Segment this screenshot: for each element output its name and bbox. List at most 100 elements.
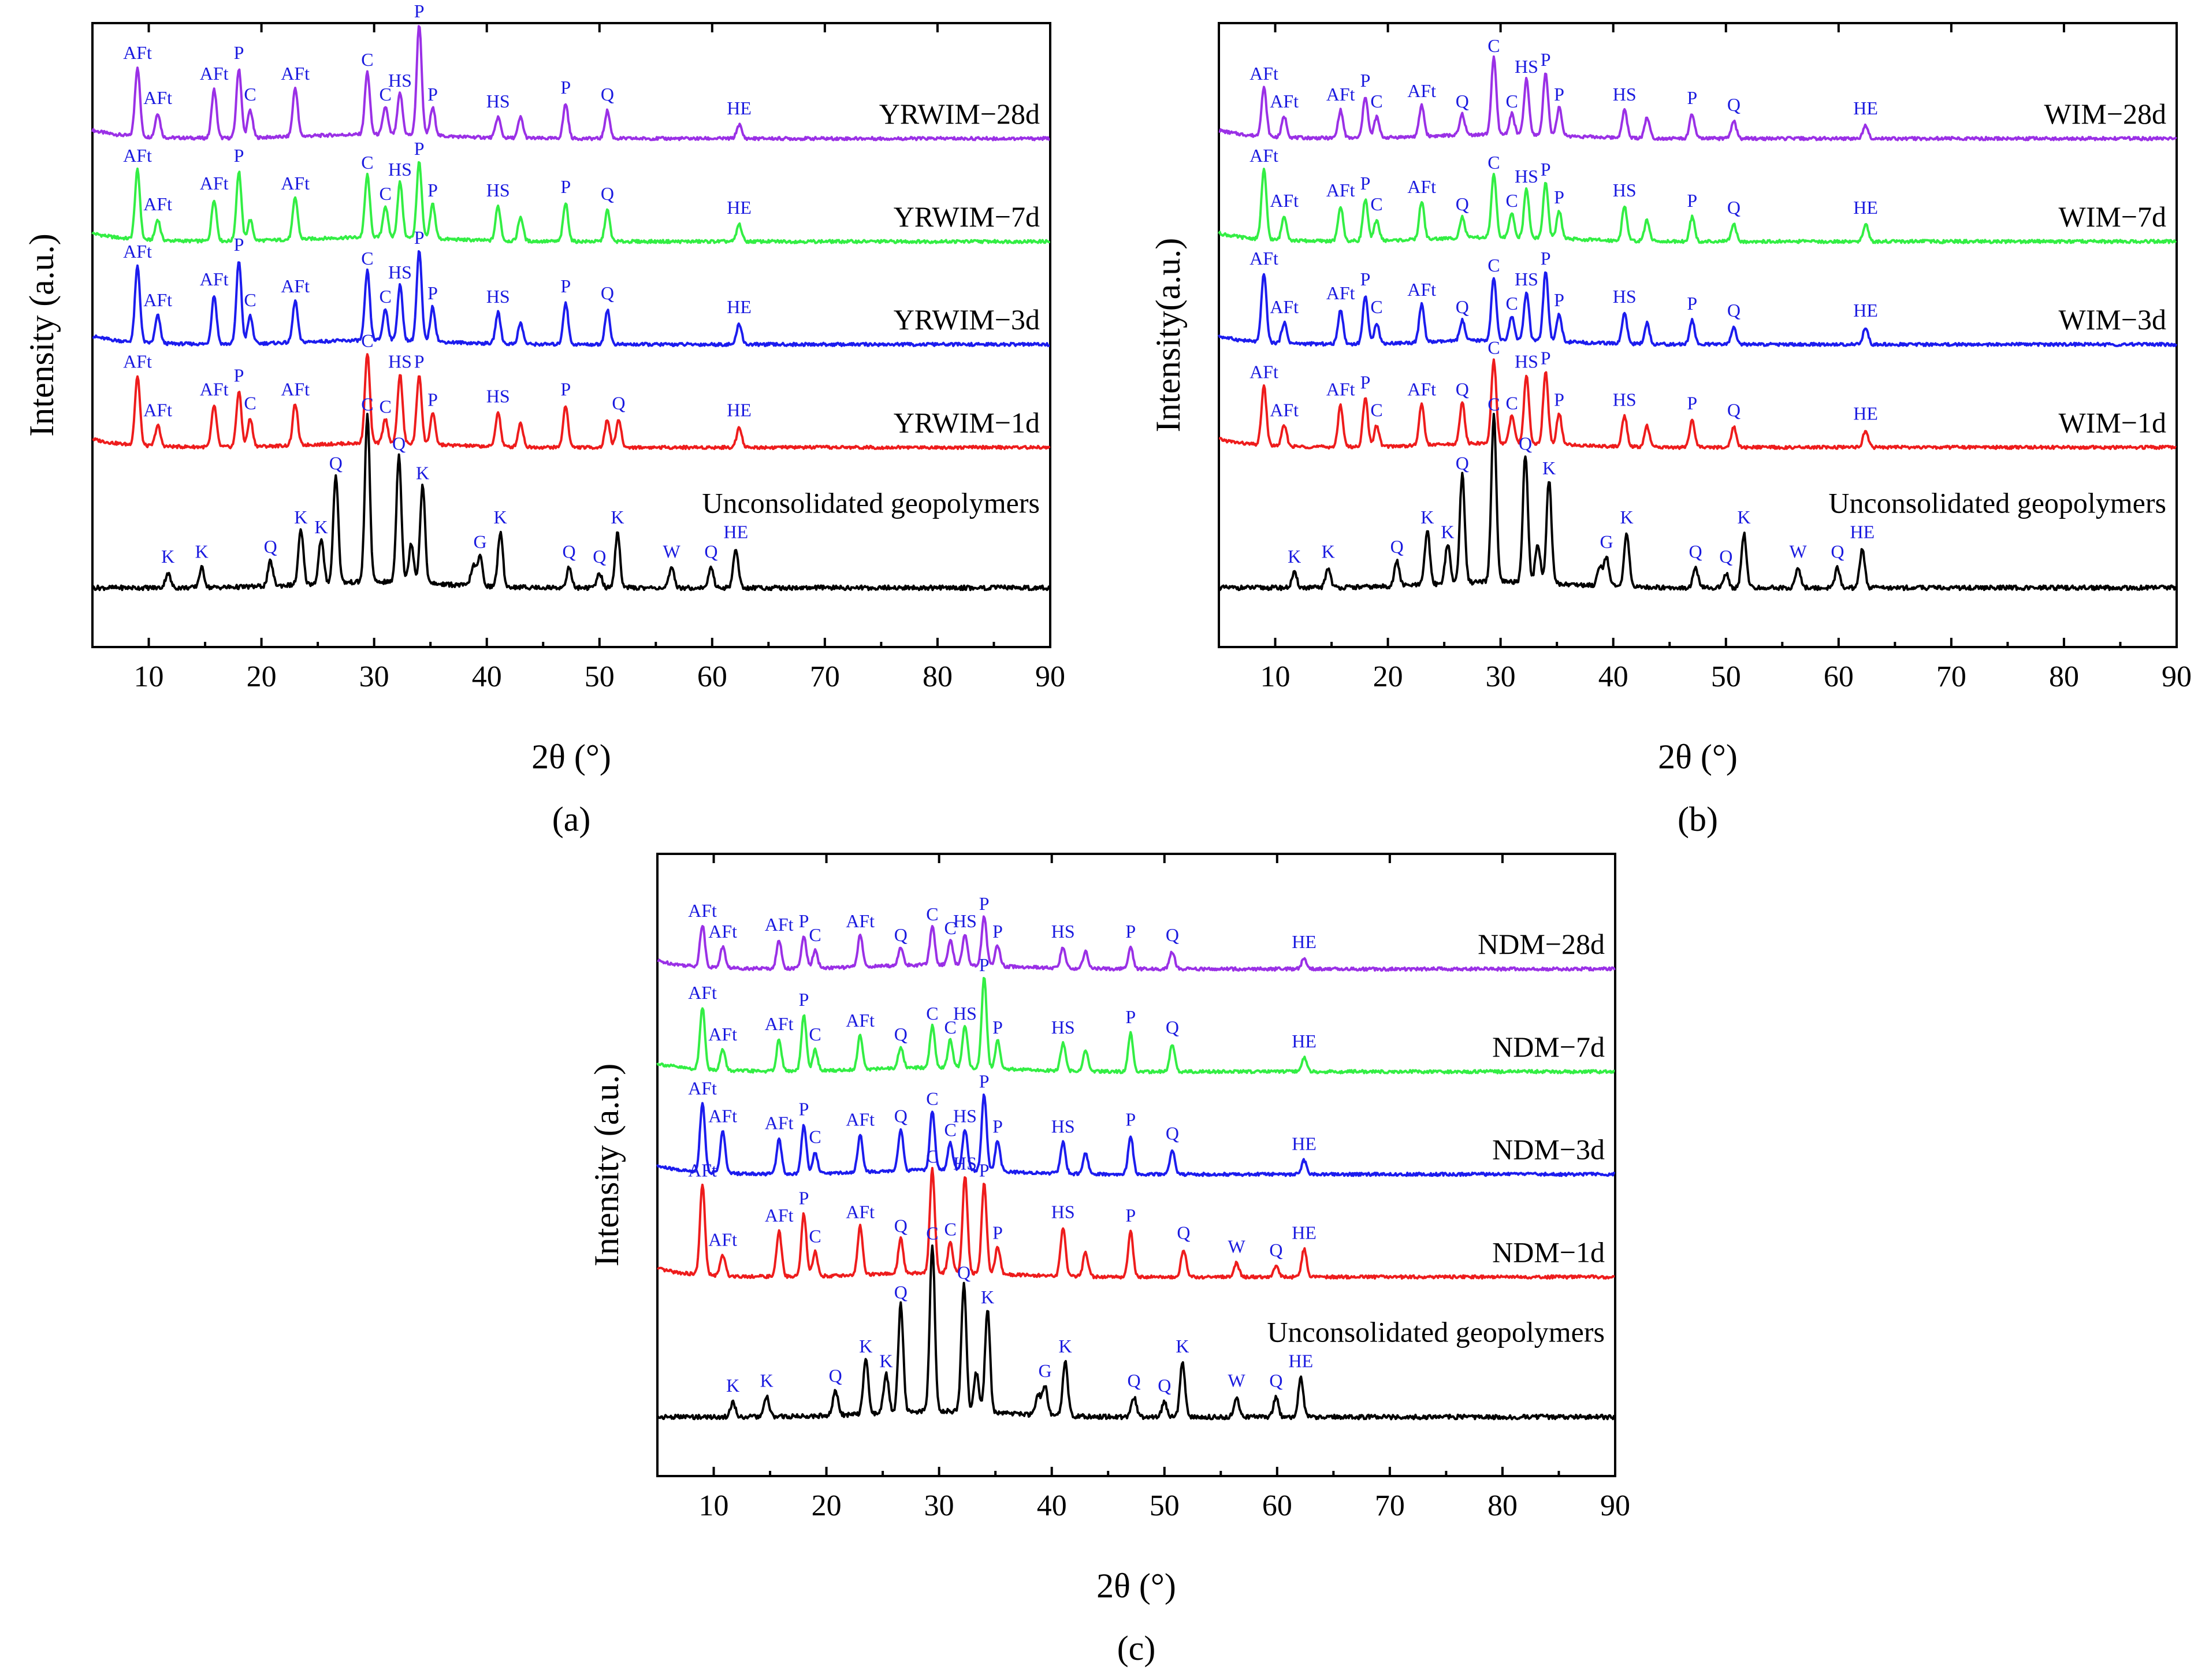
peak-label: P (560, 176, 571, 197)
peak-label: P (979, 1071, 990, 1092)
peak-label: K (1542, 458, 1556, 478)
peak-label: G (1600, 531, 1613, 552)
xrd-trace (92, 250, 1050, 347)
peak-label: HS (1515, 166, 1538, 187)
peak-label: AFt (1249, 63, 1278, 84)
peak-label: AFt (688, 1078, 717, 1099)
peak-label: C (944, 1120, 956, 1140)
peak-label: C (1487, 337, 1500, 358)
peak-label: G (473, 531, 486, 552)
peak-label: C (926, 1146, 938, 1166)
peak-label: HS (953, 910, 977, 931)
peak-label: AFt (281, 173, 310, 194)
x-tick-label: 70 (1375, 1489, 1405, 1522)
peak-label: P (1554, 84, 1564, 105)
peak-label: P (979, 1159, 990, 1180)
peak-label: P (979, 954, 990, 975)
peak-label: AFt (765, 914, 794, 935)
peak-label: AFt (846, 1010, 875, 1031)
peak-label: P (414, 227, 425, 248)
sample-label: NDM−28d (1478, 928, 1605, 960)
xrd-trace (656, 1244, 1616, 1421)
peak-label: AFt (688, 1159, 717, 1180)
peak-label: C (1505, 190, 1518, 211)
x-tick-label: 90 (1035, 660, 1065, 693)
peak-label: AFt (143, 194, 172, 214)
peak-label: HE (1292, 1133, 1317, 1154)
sample-label: YRWIM−3d (894, 303, 1040, 336)
peak-label: C (944, 917, 956, 938)
peak-label: Q (264, 536, 277, 557)
peak-label: Q (1128, 1370, 1141, 1391)
peak-label: P (1360, 269, 1371, 289)
peak-label: Q (1456, 452, 1469, 473)
peak-label: HS (486, 385, 510, 406)
x-tick-label: 10 (699, 1489, 729, 1522)
peak-label: AFt (1249, 361, 1278, 382)
xrd-trace (657, 915, 1616, 972)
plot-frame (91, 22, 1051, 648)
peak-label: P (1687, 293, 1697, 314)
xrd-trace (92, 353, 1051, 451)
x-tick-label: 80 (923, 660, 953, 693)
sample-label: NDM−3d (1492, 1133, 1605, 1166)
peak-label: HS (953, 1153, 977, 1173)
peak-label: P (427, 389, 438, 410)
peak-label: AFt (200, 378, 229, 399)
peak-label: Q (601, 183, 614, 204)
peak-label: AFt (143, 289, 172, 310)
peak-label: P (414, 138, 425, 159)
peak-label: C (1370, 194, 1382, 214)
peak-label: AFt (143, 399, 172, 420)
peak-label: Q (1456, 194, 1469, 214)
peak-label: K (1441, 521, 1454, 542)
peak-label: AFt (143, 87, 172, 108)
peak-label: AFt (123, 145, 152, 166)
peak-label: HE (723, 521, 748, 542)
peak-label: AFt (765, 1013, 794, 1034)
peak-label: C (1505, 91, 1518, 111)
peak-label: P (234, 234, 244, 255)
peak-label: HS (388, 70, 412, 91)
x-tick-label: 80 (1487, 1489, 1518, 1522)
peak-label: P (799, 910, 809, 931)
peak-label: P (414, 351, 425, 371)
peak-label: C (361, 152, 373, 173)
peak-label: HS (1613, 180, 1637, 200)
peak-label: C (1505, 392, 1518, 413)
x-tick-label: 10 (134, 660, 164, 693)
peak-label: HE (1853, 98, 1878, 118)
peak-label: K (1620, 507, 1634, 527)
peak-label: Q (1166, 924, 1179, 945)
peak-label: P (234, 145, 244, 166)
sample-label: WIM−7d (2059, 200, 2167, 233)
peak-label: C (809, 1225, 821, 1246)
peak-label: HS (1613, 286, 1637, 307)
peak-label: Q (894, 1024, 908, 1045)
peak-label: HE (1853, 300, 1878, 321)
peak-label: P (799, 1187, 809, 1208)
peak-label: AFt (200, 269, 229, 289)
peak-label: HE (727, 98, 752, 118)
peak-label: K (1322, 541, 1335, 562)
peak-label: K (1288, 546, 1301, 567)
peak-label: C (361, 330, 373, 351)
peak-label: Q (612, 392, 625, 413)
peak-label: Q (601, 283, 614, 303)
xrd-trace (1218, 412, 2178, 592)
peak-label: HS (1515, 56, 1538, 77)
peak-label: HE (1292, 1222, 1317, 1243)
x-tick-label: 40 (472, 660, 502, 693)
peak-label: HE (1292, 931, 1317, 952)
xrd-trace (1218, 358, 2177, 451)
peak-label: Q (1166, 1017, 1179, 1038)
peak-label: P (1125, 1109, 1136, 1130)
peak-label: Q (1166, 1123, 1179, 1144)
x-tick-label: 50 (1711, 660, 1741, 693)
peak-label: AFt (765, 1205, 794, 1225)
peak-label: HS (388, 351, 412, 371)
x-axis-label: 2θ (°) (1096, 1567, 1176, 1605)
peak-label: AFt (1326, 84, 1355, 105)
peak-label: Q (1831, 541, 1844, 562)
